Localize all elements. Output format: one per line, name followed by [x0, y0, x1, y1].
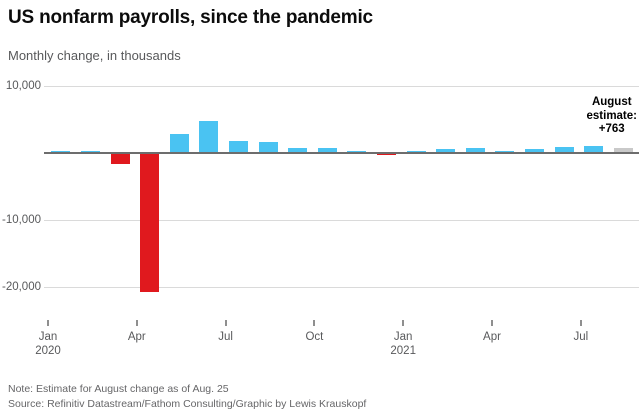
gridline-20-000	[44, 287, 639, 288]
y-axis-label-20-000: -20,000	[1, 281, 41, 293]
x-tick-jan2021	[402, 320, 405, 326]
gridline-10-000	[44, 86, 639, 87]
y-axis-label-10-000: 10,000	[5, 80, 41, 92]
bar-aug-2020	[258, 142, 278, 153]
bar-sep-2020	[288, 148, 308, 153]
x-axis-label-jan2020: Jan	[38, 331, 58, 343]
y-axis-label-10-000: -10,000	[1, 214, 41, 226]
zero-axis-line	[44, 152, 639, 154]
x-axis-year-2021: 2021	[390, 345, 416, 357]
bar-feb-2021	[436, 149, 456, 153]
x-tick-jul	[224, 320, 227, 326]
x-axis-label-jan2021: Jan	[393, 331, 413, 343]
chart-note: Note: Estimate for August change as of A…	[8, 383, 229, 395]
gridline-10-000	[44, 220, 639, 221]
bar-apr-2020	[140, 153, 160, 292]
bar-mar-2020	[110, 153, 130, 165]
x-tick-oct	[313, 320, 316, 326]
x-tick-jul	[579, 320, 582, 326]
bar-oct-2020	[317, 148, 337, 153]
bar-may-2021	[524, 148, 544, 153]
x-tick-apr	[491, 320, 493, 326]
x-axis-label-jul: Jul	[218, 331, 233, 343]
bar-jun-2020	[199, 120, 219, 153]
august-estimate-annotation: August estimate: +763	[586, 96, 638, 135]
x-tick-jan2020	[47, 320, 49, 326]
x-axis-label-oct: Oct	[305, 331, 324, 343]
bar-jul-2021	[584, 145, 604, 153]
bar-aug-2021-estimate	[613, 147, 633, 153]
x-axis-year-2020: 2020	[35, 345, 61, 357]
bar-may-2020	[169, 134, 189, 153]
x-axis-label-apr: Apr	[483, 331, 501, 343]
x-tick-apr	[135, 320, 138, 326]
x-axis-label-jul: Jul	[573, 331, 589, 343]
bar-jun-2021	[554, 146, 574, 153]
bar-jan-2020	[51, 150, 71, 153]
bar-mar-2021	[465, 147, 485, 153]
chart-title: US nonfarm payrolls, since the pandemic	[8, 7, 373, 28]
bar-jul-2020	[228, 141, 248, 153]
x-axis-label-apr: Apr	[127, 331, 146, 343]
chart-subtitle: Monthly change, in thousands	[8, 48, 181, 63]
chart-source: Source: Refinitiv Datastream/Fathom Cons…	[8, 398, 367, 410]
bar-dec-2020	[376, 153, 396, 156]
